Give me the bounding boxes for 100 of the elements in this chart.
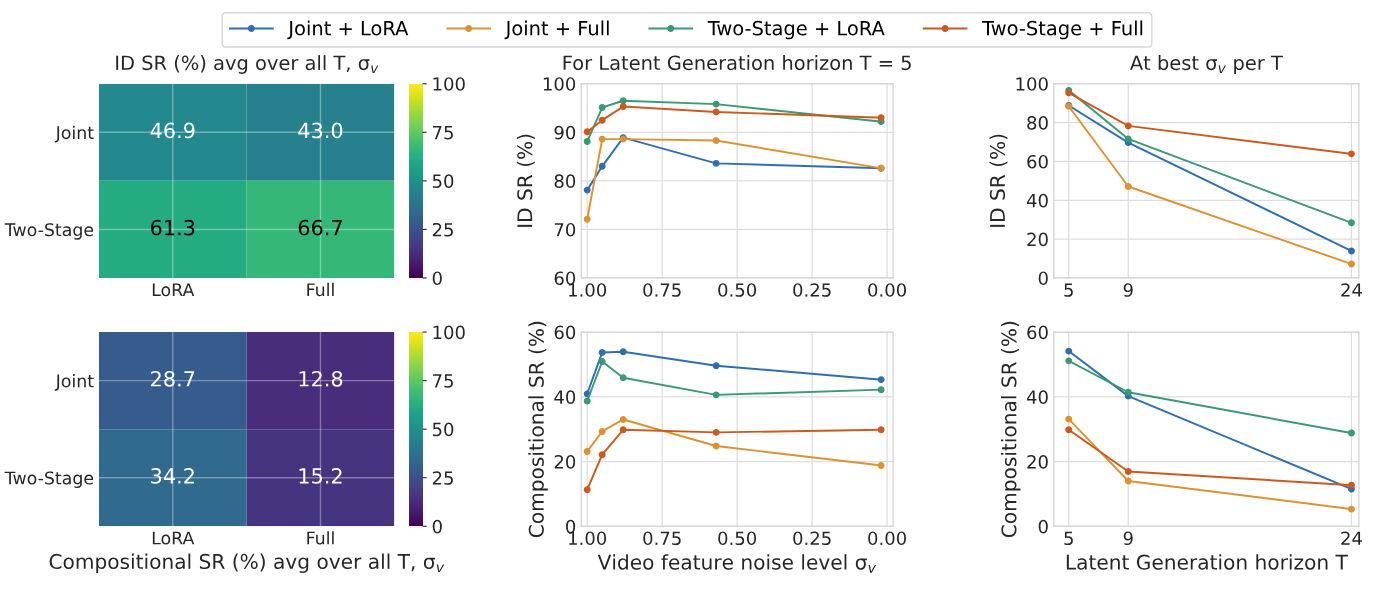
x-axis-title: Video feature noise level σ$_{v}$ (597, 554, 877, 573)
x-tick-label: 0.00 (868, 283, 906, 297)
point (1065, 426, 1073, 434)
x-tick-label: 9 (1123, 283, 1133, 297)
color-bar-label: 0 (432, 519, 442, 534)
y-tick-label: 80 (554, 174, 576, 188)
y-tick-label: 40 (1026, 390, 1048, 404)
point (598, 135, 606, 143)
point (619, 426, 627, 434)
y-tick-label: 90 (554, 125, 576, 140)
point (583, 215, 591, 223)
x-tick-label: 0.50 (718, 531, 757, 546)
y-tick-label: 100 (1016, 77, 1048, 91)
y-tick-label: Joint (54, 125, 94, 143)
point (712, 108, 720, 116)
y-tick-label: 0 (1038, 519, 1048, 534)
point (1347, 429, 1355, 437)
point (1065, 415, 1073, 423)
y-tick-label: 70 (554, 222, 576, 237)
point (598, 116, 606, 124)
y-tick-label: 0 (1038, 271, 1048, 286)
x-axis-title: Compositional SR (%) avg over all T, σ$_{v}$ (49, 553, 445, 573)
x-tick-label: 0.75 (643, 531, 681, 546)
point (598, 358, 606, 365)
x-tick-label: 1.00 (569, 283, 607, 297)
legend-label: Two-Stage + LoRA (707, 20, 885, 40)
point (877, 426, 885, 434)
point (1347, 219, 1355, 227)
color-bar-label: 50 (432, 422, 454, 437)
point (712, 442, 720, 450)
x-tick-label: Full (307, 282, 334, 297)
point (619, 103, 627, 111)
x-tick-label: 0.50 (718, 283, 757, 297)
data-label: 43.0 (298, 122, 343, 139)
point (712, 391, 720, 399)
x-tick-label: 9 (1123, 531, 1133, 546)
color-bar-label: 0 (432, 271, 442, 286)
x-tick-label: LoRA (152, 531, 195, 545)
data-label: 28.7 (151, 370, 195, 387)
y-tick-label: 60 (554, 271, 576, 286)
color-bar-label: 75 (433, 126, 453, 140)
point (1065, 357, 1073, 365)
color-bar-label: 75 (433, 374, 453, 388)
legend-label: Joint + LoRA (287, 20, 409, 40)
point (598, 451, 606, 459)
point (1347, 260, 1355, 268)
point (1347, 150, 1355, 158)
point (1065, 347, 1073, 355)
point (583, 448, 591, 455)
y-tick-label: 40 (1026, 193, 1048, 208)
x-tick-label: 24 (1341, 283, 1362, 297)
point (583, 486, 591, 494)
chart-title: At best σ$_{v}$ per T (1130, 55, 1283, 74)
point (877, 461, 885, 469)
color-bar-label: 50 (432, 174, 454, 188)
point (1124, 122, 1132, 130)
point (619, 348, 627, 356)
y-axis-title: Compositional SR (%) (528, 321, 548, 538)
x-tick-label: LoRA (152, 283, 195, 297)
point (712, 428, 720, 436)
point (583, 138, 591, 146)
legend-label: Two-Stage + Full (982, 20, 1143, 40)
y-tick-label: Two-Stage (4, 223, 94, 240)
color-bar-label: 100 (433, 77, 465, 91)
point (1124, 388, 1132, 396)
color-bar-label: 25 (432, 471, 453, 485)
data-label: 46.9 (150, 122, 195, 139)
chart-title: For Latent Generation horizon T = 5 (563, 55, 911, 71)
point (1124, 477, 1132, 485)
y-tick-label: 20 (1027, 232, 1048, 247)
point (1347, 247, 1355, 255)
y-axis-title: ID SR (%) (516, 134, 535, 227)
x-tick-label: 24 (1341, 531, 1362, 545)
data-label: 15.2 (299, 468, 342, 484)
x-tick-label: 0.00 (868, 531, 906, 546)
x-tick-label: 5 (1064, 283, 1073, 297)
y-tick-label: 20 (554, 455, 576, 469)
data-label: 66.7 (298, 219, 342, 236)
point (712, 137, 720, 145)
point (1347, 481, 1355, 489)
point (598, 162, 606, 170)
y-tick-label: 100 (543, 77, 576, 91)
point (1347, 505, 1355, 513)
point (583, 128, 591, 136)
x-tick-label: 0.25 (793, 283, 831, 297)
y-tick-label: 80 (1027, 116, 1048, 130)
y-tick-label: Two-Stage (4, 471, 94, 488)
y-tick-label: 60 (554, 325, 576, 340)
y-tick-label: 20 (1027, 455, 1048, 469)
x-axis-title: Latent Generation horizon T (1066, 554, 1348, 570)
point (583, 186, 591, 194)
data-label: 12.8 (299, 370, 343, 387)
y-axis-title: ID SR (%) (989, 134, 1008, 227)
x-tick-label: 0.75 (643, 283, 681, 297)
y-tick-label: 60 (1027, 154, 1048, 169)
color-bar-label: 25 (432, 222, 453, 237)
y-axis-title: Compositional SR (%) (1000, 321, 1021, 538)
point (583, 397, 591, 405)
point (877, 114, 885, 122)
point (598, 104, 606, 112)
